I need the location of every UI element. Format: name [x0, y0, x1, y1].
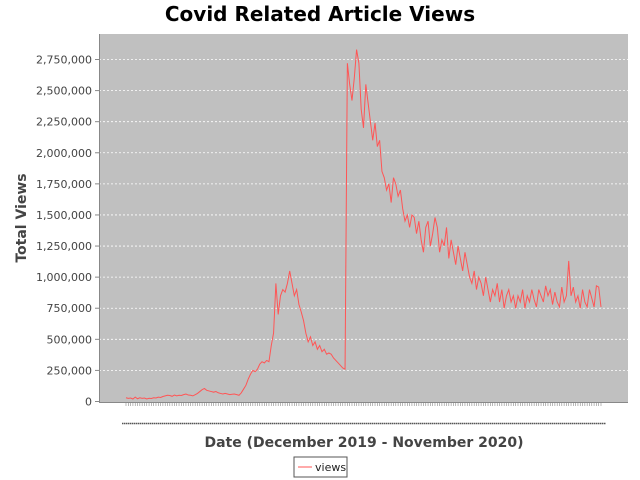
y-tick-label: 750,000 [47, 302, 93, 315]
y-tick-label: 2,000,000 [36, 147, 92, 160]
legend-box [293, 456, 348, 478]
series-line-views [125, 49, 602, 400]
y-tick-label: 500,000 [47, 333, 93, 346]
y-tick-label: 1,250,000 [36, 240, 92, 253]
y-tick-label: 1,500,000 [36, 209, 92, 222]
plot-area [99, 34, 628, 402]
y-tick-label: 0 [85, 396, 92, 409]
y-axis-ticks: 0 250,000 500,000 750,000 1,000,000 1,250,000… [36, 54, 99, 409]
y-tick-label: 250,000 [47, 364, 93, 377]
y-axis-label: Total Views [14, 173, 30, 262]
y-tick-label: 1,000,000 [36, 271, 92, 284]
y-tick-label: 2,500,000 [36, 85, 92, 98]
x-axis-label: Date (December 2019 - November 2020) [204, 435, 523, 451]
x-axis-ticks [122, 402, 606, 425]
legend-label: views [315, 461, 346, 474]
y-tick-label: 2,750,000 [36, 54, 92, 67]
chart-title: Covid Related Article Views [165, 2, 475, 26]
legend: views [293, 456, 348, 478]
y-tick-label: 1,750,000 [36, 178, 92, 191]
y-tick-label: 2,250,000 [36, 116, 92, 129]
